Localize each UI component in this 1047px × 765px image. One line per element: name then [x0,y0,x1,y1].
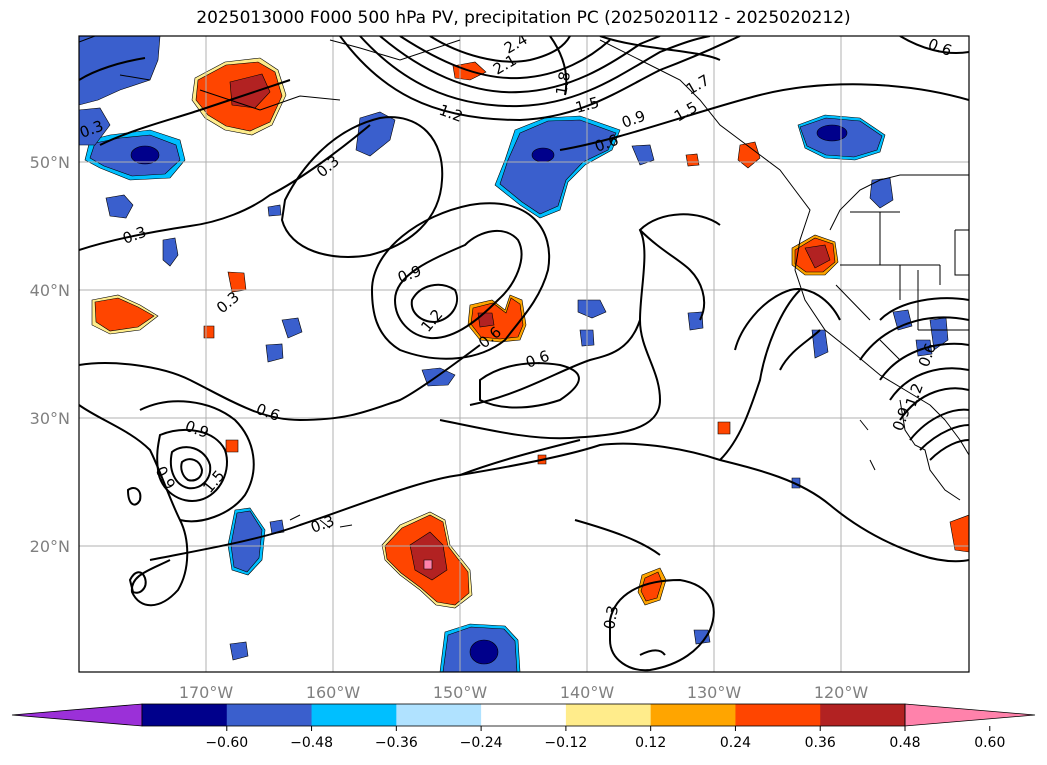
colorbar-segment [820,704,906,726]
precip-positive-area [477,312,495,328]
precip-negative-area [687,311,704,331]
colorbar-tick-label: 0.24 [720,735,751,751]
precip-positive-area [423,559,433,570]
precip-negative-area [469,639,499,665]
colorbar-extend-min [11,703,143,727]
lon-label: 150°W [433,683,488,702]
colorbar-segment [396,704,482,726]
precip-negative-area [79,107,111,146]
colorbar-segment [226,704,313,726]
longitude-labels: 170°W 160°W 150°W 140°W 130°W 120°W [179,683,869,702]
precip-positive-area [949,514,969,553]
precip-negative-area [265,343,284,363]
lat-label: 20°N [30,537,70,556]
precip-positive-area [470,297,524,340]
colorbar-segment [142,704,228,726]
precip-negative-area [267,204,282,217]
colorbar-tick-label: 0.60 [974,735,1005,751]
precip-negative-area [816,124,848,142]
lat-label: 50°N [30,153,70,172]
precip-negative-area [929,317,949,351]
colorbar-tick-label: −0.48 [290,735,333,751]
precip-negative-area [230,510,263,573]
colorbar-segment [481,704,567,726]
map-content: 0.3 0.3 0.3 0.3 0.3 0.3 0.6 0.6 0.6 0.6 … [79,35,969,672]
graticule [79,36,969,672]
precip-negative-area [130,145,160,165]
lon-label: 170°W [179,683,234,702]
map-frame [78,35,970,673]
precip-negative-area [281,317,303,339]
precip-positive-area [804,244,831,269]
precip-negative-area [577,299,607,319]
colorbar-extend-max [904,703,1036,727]
contour-label: 1.5 [573,93,601,117]
colorbar-frame [141,703,906,727]
contour-label: 0.6 [926,35,955,60]
precip-positive-area [94,297,155,332]
latitude-labels: 50°N 40°N 30°N 20°N [30,153,70,556]
precip-negative-area [229,641,249,661]
lon-label: 160°W [306,683,361,702]
colorbar-tick-label: −0.12 [544,735,587,751]
precip-negative-area [105,194,134,219]
precip-negative-area [892,309,913,331]
precip-negative-area [79,36,161,106]
colorbar-tick-label: 0.36 [805,735,836,751]
colorbar-tick-label: −0.60 [205,735,248,751]
contour-label: 0.3 [600,604,622,631]
colorbar-segment [565,704,652,726]
precip-positive-area [685,153,700,167]
precip-positive-area [717,421,731,435]
colorbar-tick-label: −0.24 [460,735,503,751]
lat-label: 30°N [30,409,70,428]
colorbar-segment [311,704,397,726]
precip-positive-area [409,531,448,581]
precip-negative-area [631,144,655,166]
colorbar-tick-label: 0.12 [635,735,666,751]
coastlines [79,36,969,529]
pv-contours [79,36,969,672]
lon-label: 130°W [687,683,742,702]
precip-positive-area [640,571,663,602]
precip-negative-area [811,329,829,359]
precip-negative-area [162,237,179,267]
colorbar-tick-label: −0.36 [375,735,418,751]
precip-negative-area [693,629,711,645]
lat-label: 40°N [30,281,70,300]
precip-positive-area [229,73,271,109]
precip-positive-area [225,439,239,453]
colorbar: −0.60 −0.48 −0.36 −0.24 −0.12 0.12 0.24 0.36 0.4… [11,703,1036,751]
lon-label: 120°W [814,683,869,702]
colorbar-tick-label: 0.48 [889,735,920,751]
plot-title: 2025013000 F000 500 hPa PV, precipitatio… [196,8,851,28]
colorbar-segment [735,704,821,726]
precip-negative-area [531,147,555,163]
contour-label: 1.8 [552,70,574,97]
colorbar-segment [650,704,736,726]
lon-label: 140°W [560,683,615,702]
